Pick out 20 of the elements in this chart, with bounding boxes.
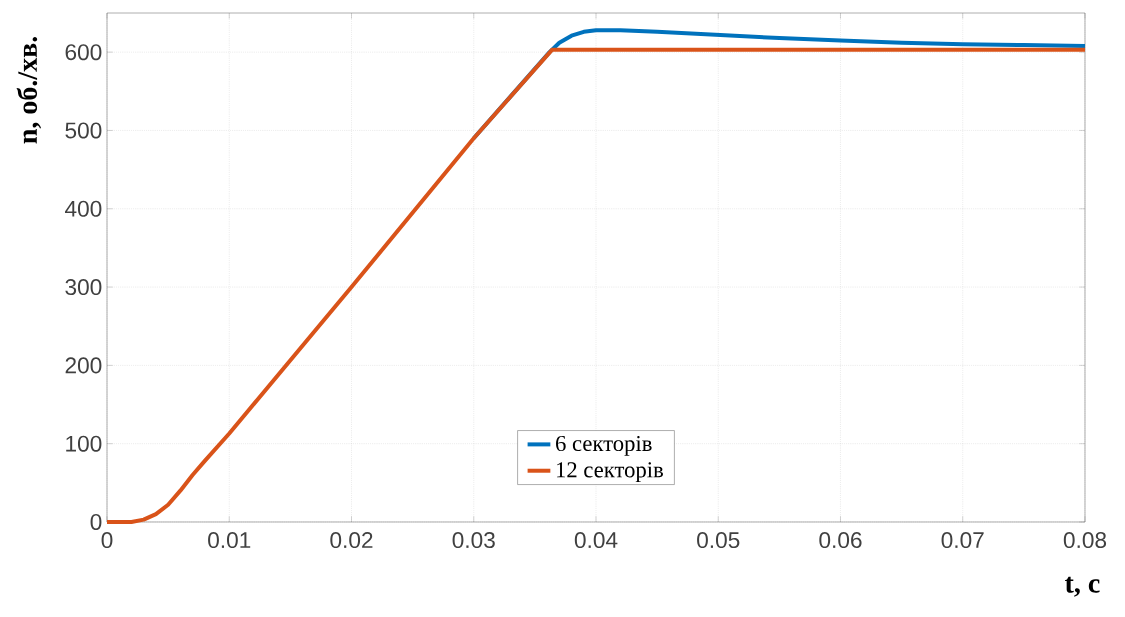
x-tick-label: 0.04 bbox=[574, 532, 618, 549]
legend-label: 6 секторів bbox=[556, 435, 652, 456]
y-tick-label: 200 bbox=[65, 357, 102, 374]
y-tick-label: 0 bbox=[90, 513, 102, 531]
y-tick-label: 600 bbox=[65, 44, 102, 61]
y-axis-title: n, об./хв. bbox=[16, 36, 42, 144]
legend-label: 12 секторів bbox=[557, 462, 663, 483]
y-tick-label: 300 bbox=[65, 279, 102, 296]
y-tick-label: 400 bbox=[65, 200, 102, 217]
x-tick-label: 0.01 bbox=[208, 532, 251, 549]
x-tick-label: 0.06 bbox=[819, 532, 862, 549]
x-tick-label: 0.03 bbox=[452, 532, 495, 549]
x-tick-label: 0 bbox=[101, 532, 113, 549]
x-tick-label: 0.07 bbox=[941, 532, 984, 549]
x-tick-label: 0.05 bbox=[697, 532, 740, 549]
x-tick-label: 0.08 bbox=[1063, 532, 1107, 549]
y-tick-label: 500 bbox=[65, 122, 102, 139]
y-tick-label: 100 bbox=[66, 435, 102, 452]
x-tick-label: 0.02 bbox=[330, 532, 373, 549]
x-axis-title: t, с bbox=[1065, 576, 1100, 597]
